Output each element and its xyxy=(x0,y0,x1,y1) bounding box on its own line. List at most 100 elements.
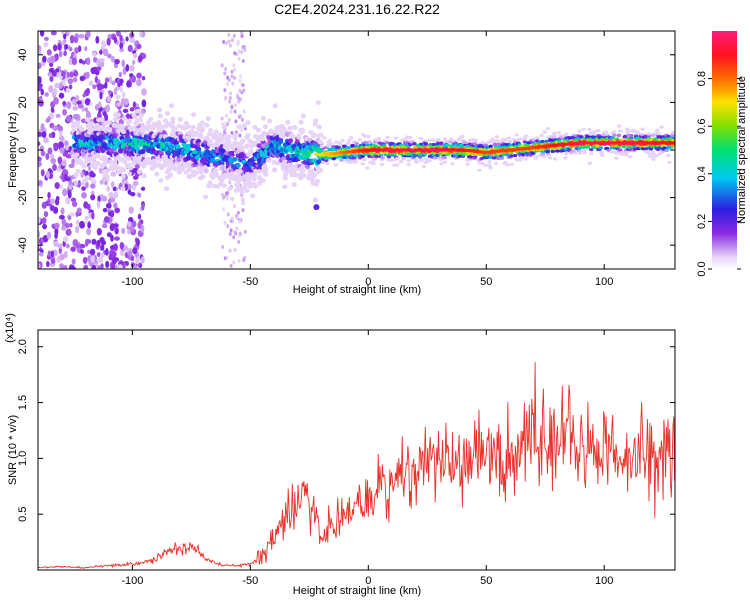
spectrogram-point xyxy=(251,172,258,178)
spectrogram-point xyxy=(552,157,558,161)
spectrogram-point xyxy=(229,228,233,233)
spectrogram-point xyxy=(47,192,51,199)
spectrogram-point xyxy=(312,121,318,127)
spectrogram-point xyxy=(111,80,116,86)
spectrogram-point xyxy=(65,87,71,94)
spectrogram-point xyxy=(90,178,96,184)
spectrogram-point xyxy=(136,43,142,50)
spectrogram-point xyxy=(141,99,147,108)
spectrogram-point xyxy=(589,147,594,152)
spectrogram-point xyxy=(74,47,79,54)
spectrogram-point xyxy=(133,52,138,59)
spectrogram-point xyxy=(600,153,605,157)
spectrogram-point xyxy=(223,221,227,226)
spectrogram-point xyxy=(433,156,438,160)
spectrogram-point xyxy=(239,145,245,151)
snr-x-label: Height of straight line (km) xyxy=(293,585,421,597)
spectrogram-point xyxy=(91,155,97,161)
spectrogram-point xyxy=(497,144,502,149)
spectrogram-point xyxy=(141,173,147,179)
spectrogram-point xyxy=(230,130,234,135)
spectrogram-point xyxy=(262,124,269,130)
spectrogram-point xyxy=(544,139,549,143)
spectrogram-point xyxy=(468,155,474,159)
spectrogram-point xyxy=(287,138,294,144)
spectrogram-point xyxy=(161,154,167,160)
spectrogram-point xyxy=(242,258,246,263)
spectrogram-point xyxy=(240,31,244,36)
spectrogram-point xyxy=(127,165,134,171)
spectrogram-point xyxy=(487,160,492,164)
spectrogram-point xyxy=(144,156,151,162)
snr-x-tick-label: 100 xyxy=(595,575,613,587)
spectrogram-point xyxy=(50,205,55,211)
spectrogram-point xyxy=(483,143,488,147)
spectrogram-point xyxy=(670,130,675,134)
spectrogram-point xyxy=(55,68,60,73)
spectrogram-y-label: Frequency (Hz) xyxy=(7,112,19,188)
spectrogram-point xyxy=(82,93,86,98)
spectrogram-point xyxy=(240,195,244,200)
spectrogram-point xyxy=(79,243,86,249)
spectrogram-point xyxy=(422,152,428,156)
spectrogram-point xyxy=(47,147,53,155)
spectrogram-point xyxy=(66,243,70,249)
spectrogram-point xyxy=(313,143,320,149)
spectrogram-point xyxy=(282,175,288,181)
spectrogram-point xyxy=(64,44,69,50)
spectrogram-point xyxy=(73,99,78,107)
spectrogram-point xyxy=(419,158,424,162)
spectrogram-point xyxy=(199,128,205,134)
spectrogram-point xyxy=(357,138,362,142)
spectrogram-point xyxy=(148,116,154,122)
spectrogram-point xyxy=(45,153,50,160)
spectrogram-point xyxy=(438,141,444,146)
spectrogram-point xyxy=(239,74,243,79)
spectrogram-point xyxy=(80,181,86,186)
spectrogram-point xyxy=(502,161,507,165)
spectrogram-point xyxy=(101,176,107,182)
spectrogram-point xyxy=(214,172,220,178)
spectrogram-point xyxy=(648,147,654,151)
spectrogram-point xyxy=(233,51,237,56)
spectrogram-point xyxy=(131,160,137,166)
spectrogram-point xyxy=(132,101,136,109)
spectrogram-point xyxy=(113,243,118,252)
spectrogram-point xyxy=(225,82,229,87)
spectrogram-point xyxy=(453,141,458,145)
spectrogram-point xyxy=(59,81,63,90)
spectrogram-point xyxy=(404,137,409,142)
spectrogram-point xyxy=(255,127,262,133)
spectrogram-point xyxy=(223,88,227,93)
spectrogram-point xyxy=(137,213,142,220)
spectrogram-point xyxy=(100,244,105,251)
spectrogram-point xyxy=(113,236,120,241)
spectrogram-point xyxy=(241,59,245,64)
spectrogram-point xyxy=(401,156,406,160)
spectrogram-point xyxy=(69,223,73,228)
spectrogram-point xyxy=(598,146,604,150)
spectrogram-point xyxy=(285,119,291,125)
spectrogram-y-tick-label: -20 xyxy=(17,190,29,206)
spectrogram-point xyxy=(384,140,390,145)
spectrogram-point xyxy=(38,230,41,239)
spectrogram-point xyxy=(231,81,235,86)
spectrogram-point xyxy=(114,207,120,214)
spectrogram-point xyxy=(479,156,484,161)
spectrogram-point xyxy=(38,44,42,53)
spectrogram-point xyxy=(120,98,126,106)
spectrogram-point xyxy=(204,122,210,128)
colorbar-label: Normalized spectral amplitude xyxy=(736,76,748,224)
spectrogram-point xyxy=(625,130,630,134)
spectrogram-point xyxy=(86,110,91,116)
spectrogram-point xyxy=(58,214,65,220)
spectrogram-point xyxy=(129,32,135,39)
spectrogram-point xyxy=(78,33,85,39)
spectrogram-point xyxy=(129,37,135,43)
spectrogram-point xyxy=(232,133,238,138)
spectrogram-point xyxy=(42,223,47,230)
spectrogram-point xyxy=(110,171,117,177)
spectrogram-point xyxy=(97,265,102,269)
spectrogram-point xyxy=(108,191,114,200)
spectrogram-point xyxy=(99,117,105,123)
